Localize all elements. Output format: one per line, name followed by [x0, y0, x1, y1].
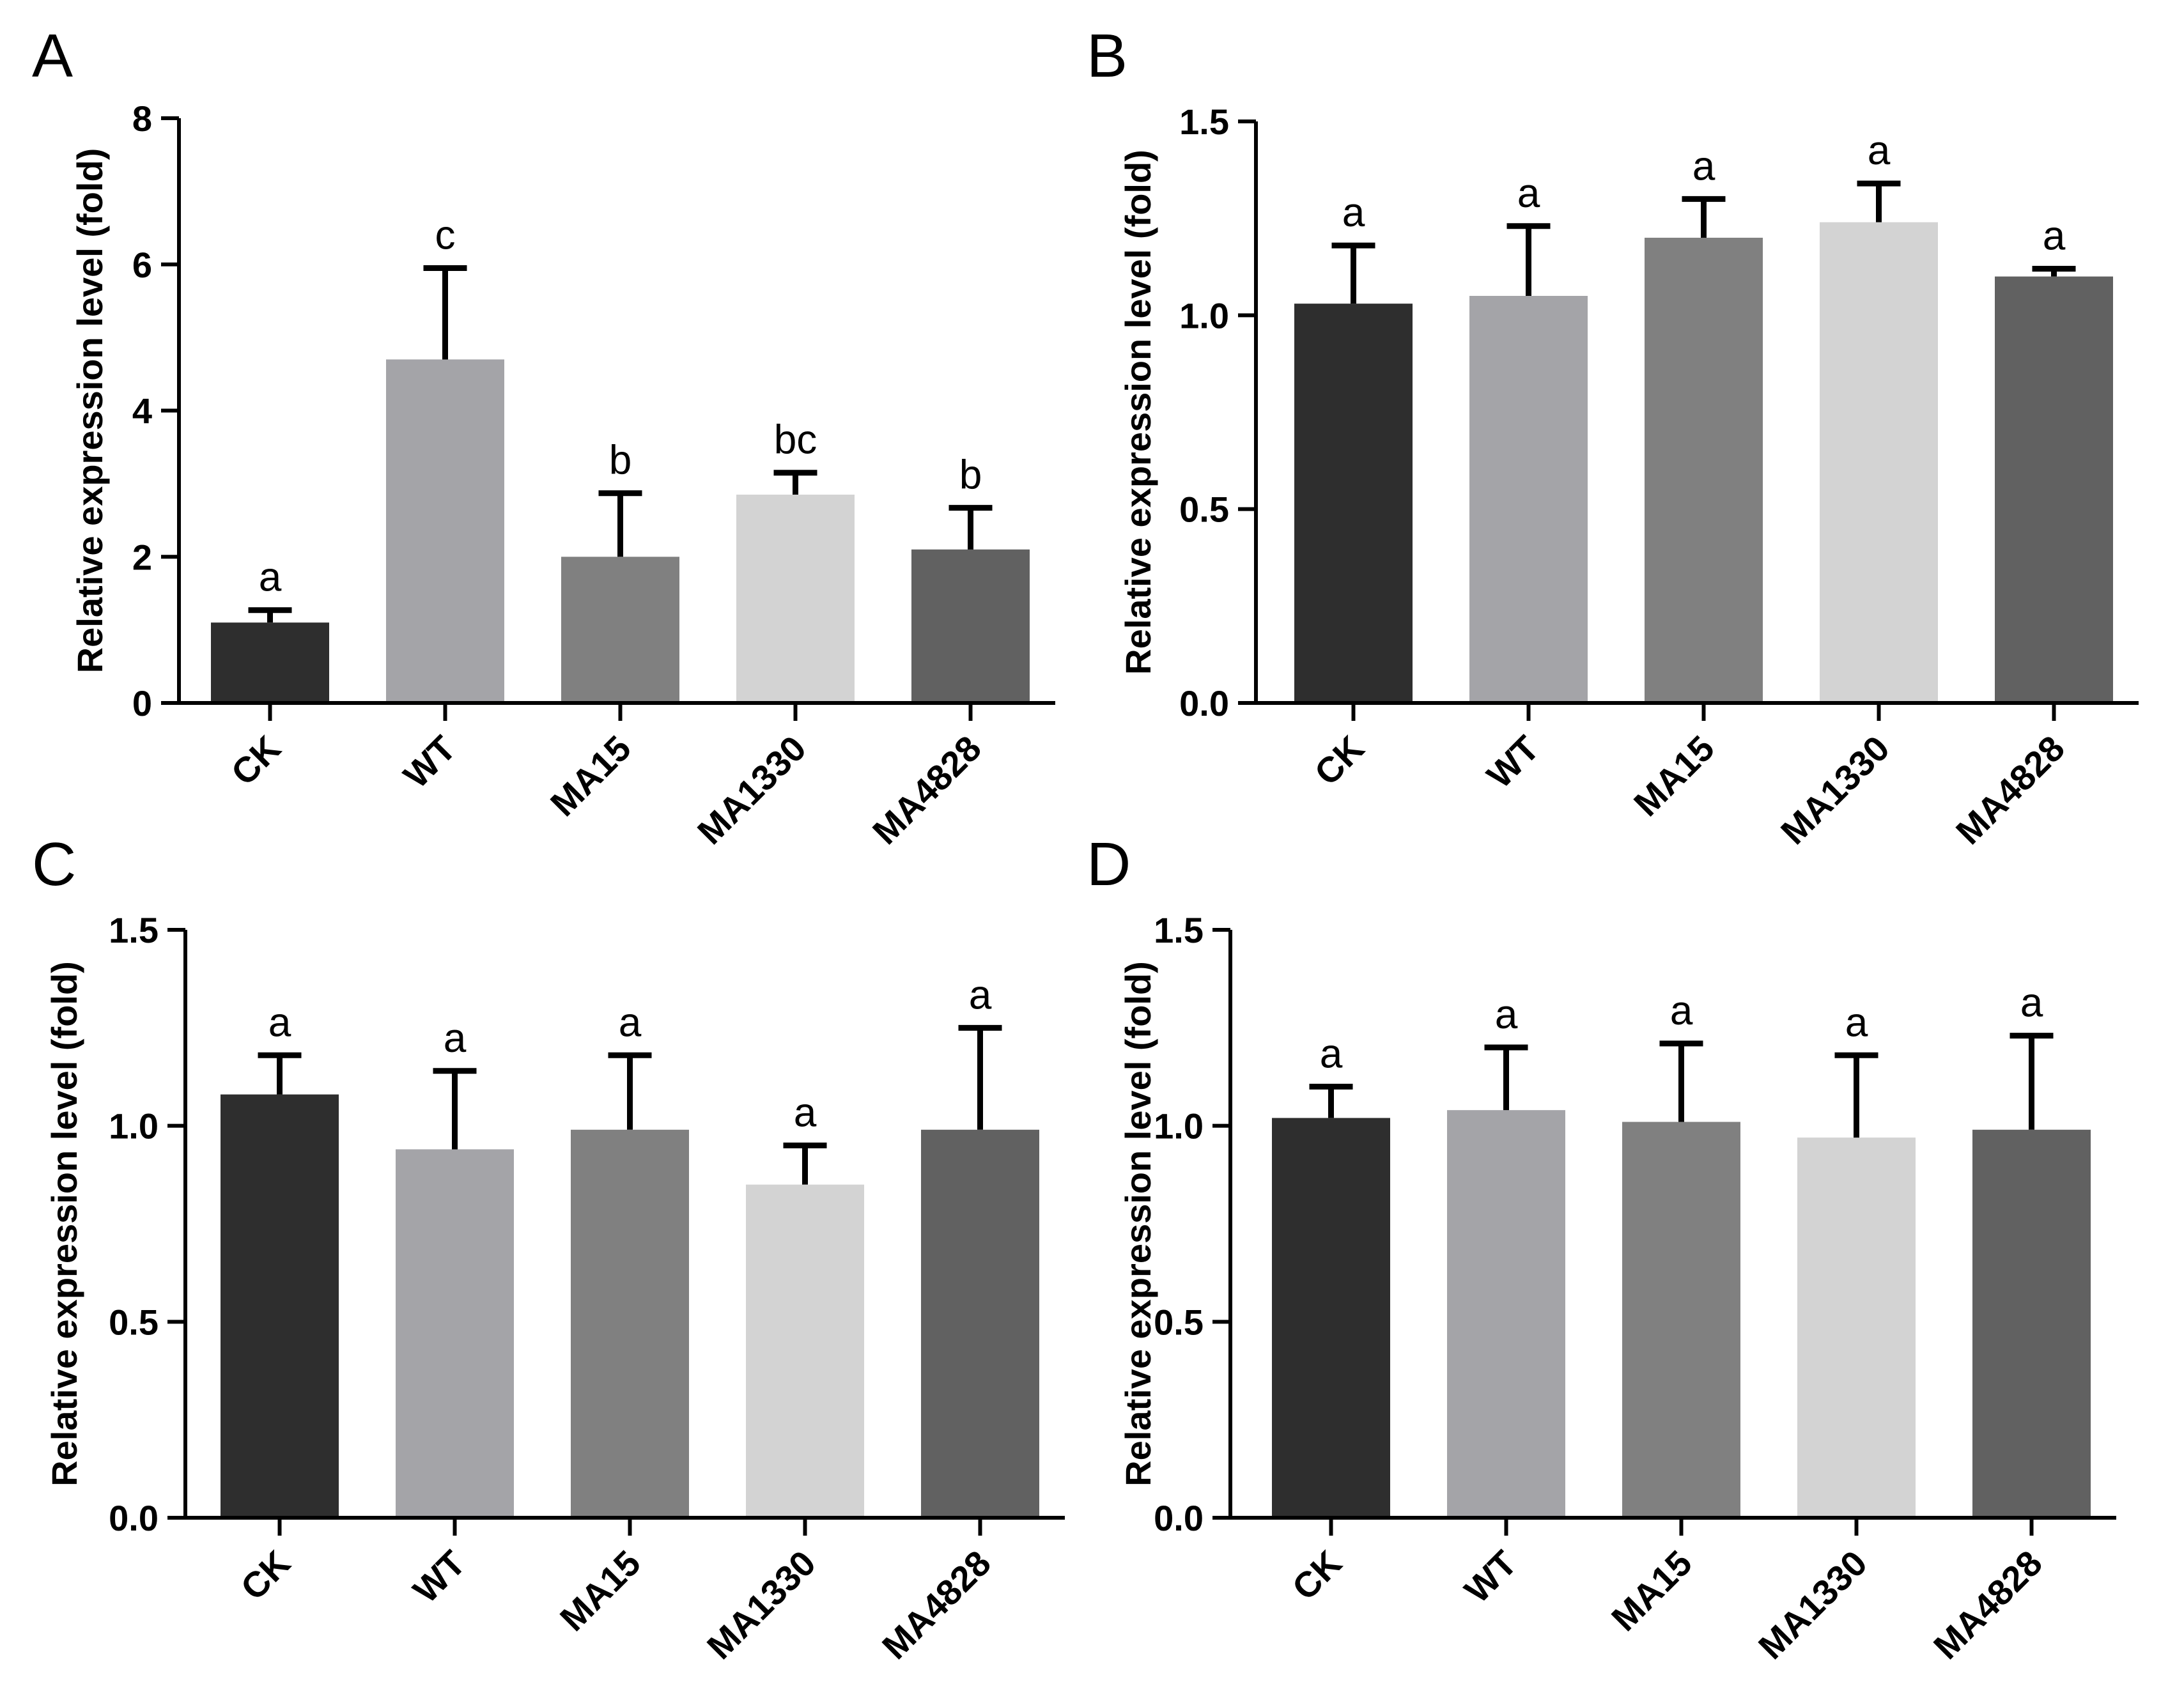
- bar-ma4828: [911, 549, 1030, 703]
- bar-wt: [396, 1149, 514, 1518]
- x-tick-label: CK: [223, 728, 288, 793]
- significance-label: a: [2020, 980, 2043, 1026]
- y-tick-label: 0.5: [1179, 490, 1229, 530]
- x-tick-label: MA4828: [1926, 1543, 2050, 1667]
- bar-ma1330: [1797, 1138, 1916, 1518]
- y-tick-label: 1.5: [1179, 102, 1229, 142]
- x-tick-label: MA1330: [1751, 1543, 1875, 1667]
- y-tick-label: 1.0: [109, 1106, 159, 1146]
- x-tick-label: CK: [233, 1543, 298, 1608]
- y-tick-label: 0.0: [1154, 1498, 1204, 1538]
- x-tick-label: MA15: [543, 728, 639, 824]
- bar-ma4828: [1972, 1129, 2091, 1518]
- bar-ma15: [1622, 1122, 1740, 1518]
- y-tick-label: 0: [132, 683, 152, 723]
- significance-label: a: [969, 971, 992, 1017]
- y-tick-label: 4: [132, 391, 152, 431]
- x-tick-label: MA15: [1626, 728, 1722, 824]
- significance-label: a: [1320, 1030, 1343, 1076]
- significance-label: b: [959, 452, 982, 498]
- x-tick-label: MA4828: [865, 728, 989, 852]
- panel-letter: C: [32, 830, 76, 899]
- panel-d: D Relative expression level (fold) a CK a WT a…: [1087, 830, 2116, 1667]
- y-tick-label: 2: [132, 537, 152, 577]
- significance-label: a: [444, 1015, 467, 1061]
- bar-ck: [1272, 1118, 1390, 1518]
- x-tick-label: CK: [1306, 728, 1372, 793]
- y-tick-label: 6: [132, 245, 152, 285]
- x-tick-label: MA15: [552, 1543, 648, 1639]
- bar-ck: [1294, 304, 1413, 704]
- panel-c: C Relative expression level (fold) a CK a WT a…: [32, 830, 1065, 1667]
- x-tick-label: MA1330: [690, 728, 814, 852]
- x-tick-label: WT: [1457, 1543, 1524, 1610]
- y-tick-label: 0.0: [1179, 683, 1229, 723]
- significance-label: a: [1342, 189, 1365, 235]
- x-tick-label: MA4828: [874, 1543, 998, 1667]
- x-tick-label: WT: [396, 728, 463, 796]
- x-tick-label: MA15: [1604, 1543, 1700, 1639]
- bar-ma15: [1645, 238, 1763, 703]
- y-tick-label: 1.0: [1154, 1106, 1204, 1146]
- significance-label: a: [794, 1089, 817, 1135]
- y-tick-label: 1.5: [1154, 910, 1204, 950]
- significance-label: a: [1495, 991, 1518, 1037]
- bar-ma4828: [1995, 276, 2113, 704]
- y-tick-label: 1.5: [109, 910, 159, 950]
- panel-b: B Relative expression level (fold) a CK a WT a…: [1087, 22, 2139, 852]
- bar-ma1330: [736, 495, 855, 703]
- bar-ma4828: [921, 1129, 1039, 1518]
- significance-label: bc: [774, 417, 817, 463]
- significance-label: a: [1670, 987, 1693, 1033]
- significance-label: a: [1692, 143, 1715, 189]
- y-tick-label: 0.5: [109, 1302, 159, 1342]
- significance-label: a: [268, 999, 291, 1045]
- bar-wt: [1447, 1110, 1565, 1518]
- panel-letter: D: [1087, 830, 1131, 899]
- x-tick-label: CK: [1284, 1543, 1349, 1608]
- significance-label: a: [259, 554, 282, 600]
- y-tick-label: 8: [132, 98, 152, 139]
- significance-label: a: [1868, 127, 1891, 173]
- y-tick-label: 1.0: [1179, 295, 1229, 336]
- panel-a: A Relative expression level (fold) a CK c WT b…: [32, 22, 1055, 852]
- bar-wt: [1469, 296, 1588, 703]
- x-tick-label: MA1330: [699, 1543, 823, 1667]
- bar-ma15: [571, 1129, 689, 1518]
- bar-ck: [221, 1094, 339, 1518]
- y-axis-label: Relative expression level (fold): [1118, 961, 1158, 1486]
- y-tick-label: 0.5: [1154, 1302, 1204, 1342]
- x-tick-label: MA1330: [1773, 728, 1897, 852]
- y-tick-label: 0.0: [109, 1498, 159, 1538]
- y-axis-label: Relative expression level (fold): [44, 961, 84, 1486]
- x-tick-label: WT: [1479, 728, 1547, 796]
- bar-ck: [211, 622, 329, 703]
- y-axis-label: Relative expression level (fold): [70, 148, 110, 674]
- bar-ma1330: [1820, 222, 1938, 703]
- panel-letter: A: [32, 22, 73, 90]
- significance-label: c: [435, 212, 456, 258]
- significance-label: a: [2043, 213, 2066, 259]
- y-axis-label: Relative expression level (fold): [1118, 150, 1158, 675]
- significance-label: b: [609, 437, 632, 483]
- x-tick-label: WT: [405, 1543, 473, 1610]
- significance-label: a: [1517, 170, 1540, 216]
- bar-ma1330: [746, 1184, 864, 1518]
- bar-wt: [386, 359, 504, 703]
- significance-label: a: [619, 999, 642, 1045]
- x-tick-label: MA4828: [1948, 728, 2072, 852]
- panel-letter: B: [1087, 22, 1127, 90]
- bar-ma15: [561, 557, 679, 703]
- significance-label: a: [1845, 999, 1868, 1045]
